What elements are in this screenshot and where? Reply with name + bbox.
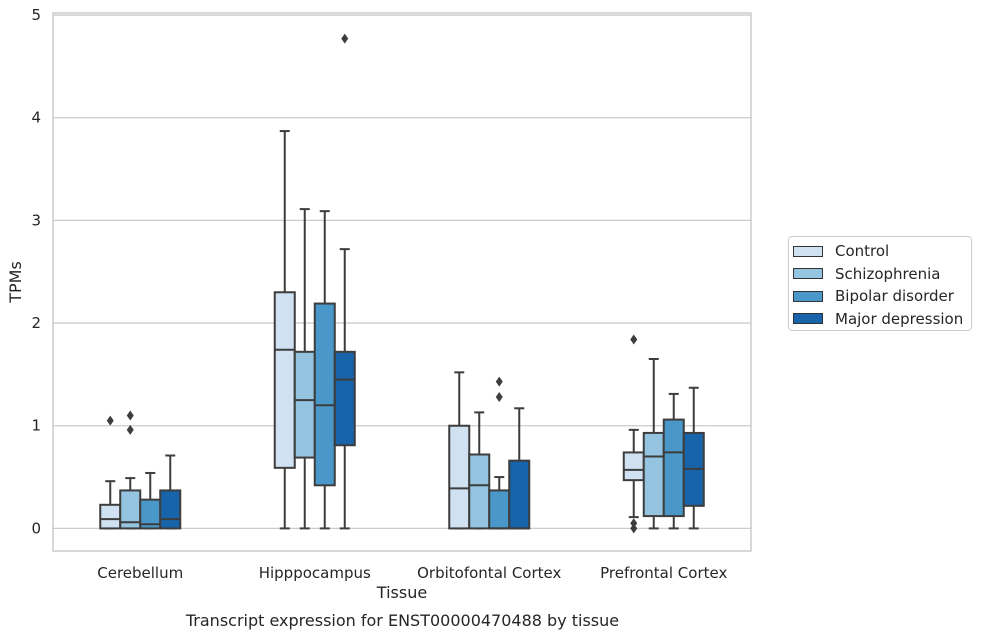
- legend-swatch: [793, 245, 823, 257]
- x-tick-label: Prefrontal Cortex: [600, 564, 727, 582]
- figure-caption: Transcript expression for ENST0000047048…: [185, 611, 620, 630]
- box-bipolar-disorder: [488, 376, 511, 530]
- legend-label: Schizophrenia: [835, 264, 941, 283]
- box-body: [508, 459, 531, 530]
- legend-swatch: [793, 268, 823, 280]
- box-body: [333, 350, 356, 447]
- legend-item: Bipolar disorder: [793, 285, 971, 308]
- box-body: [273, 291, 296, 469]
- legend-item: Schizophrenia: [793, 263, 971, 286]
- legend-item: Major depression: [793, 308, 971, 331]
- x-tick-label: Orbitofontal Cortex: [417, 564, 561, 582]
- box-schizophrenia: [119, 410, 142, 530]
- y-tick-label: 2: [31, 314, 41, 332]
- outlier-point: [106, 415, 114, 426]
- x-tick-label: Cerebellum: [97, 564, 183, 582]
- outlier-point: [341, 33, 349, 44]
- box-major-depression: [508, 407, 531, 530]
- box-body: [99, 503, 122, 530]
- box-control: [273, 130, 296, 530]
- legend: Control Schizophrenia Bipolar disorder Majo…: [788, 236, 972, 331]
- legend-swatch: [793, 290, 823, 302]
- box-body: [622, 451, 645, 482]
- outlier-point: [495, 376, 503, 387]
- x-axis-title: Tissue: [376, 583, 427, 602]
- box-schizophrenia: [293, 208, 316, 530]
- box-bipolar-disorder: [139, 471, 162, 530]
- box-control: [448, 371, 471, 530]
- x-tick-label: Hipppocampus: [259, 564, 371, 582]
- y-tick-labels: 0 1 2 3 4 5: [31, 6, 41, 537]
- box-schizophrenia: [468, 411, 491, 530]
- box-major-depression: [159, 454, 182, 530]
- outlier-point: [495, 391, 503, 402]
- boxes: [99, 33, 705, 534]
- box-major-depression: [682, 386, 705, 530]
- box-body: [662, 418, 685, 518]
- outlier-point: [630, 334, 638, 345]
- outlier-point: [630, 518, 638, 529]
- box-body: [313, 302, 336, 487]
- outlier-point: [126, 424, 134, 435]
- y-tick-label: 3: [31, 211, 41, 229]
- y-tick-label: 0: [31, 519, 41, 537]
- legend-swatch: [793, 313, 823, 325]
- legend-label: Control: [835, 242, 890, 261]
- box-control: [622, 334, 645, 534]
- legend-label: Bipolar disorder: [835, 287, 954, 306]
- box-schizophrenia: [642, 358, 665, 530]
- outlier-point: [126, 410, 134, 421]
- y-tick-label: 4: [31, 109, 41, 127]
- legend-item: Control: [793, 240, 971, 263]
- x-tick-labels: Cerebellum Hipppocampus Orbitofontal Corte…: [97, 564, 727, 582]
- legend-label: Major depression: [835, 309, 964, 328]
- box-body: [488, 489, 511, 530]
- y-tick-label: 5: [31, 6, 41, 24]
- box-body: [293, 350, 316, 459]
- box-bipolar-disorder: [313, 210, 336, 530]
- box-body: [448, 424, 471, 530]
- box-control: [99, 415, 122, 530]
- box-body: [468, 453, 491, 530]
- y-axis-title: TPMs: [6, 261, 25, 304]
- box-major-depression: [333, 33, 356, 530]
- plot-frame: [52, 12, 752, 552]
- box-body: [159, 489, 182, 530]
- y-tick-label: 1: [31, 417, 41, 435]
- box-body: [642, 431, 665, 518]
- box-bipolar-disorder: [662, 392, 685, 530]
- outlier-point: [630, 523, 638, 534]
